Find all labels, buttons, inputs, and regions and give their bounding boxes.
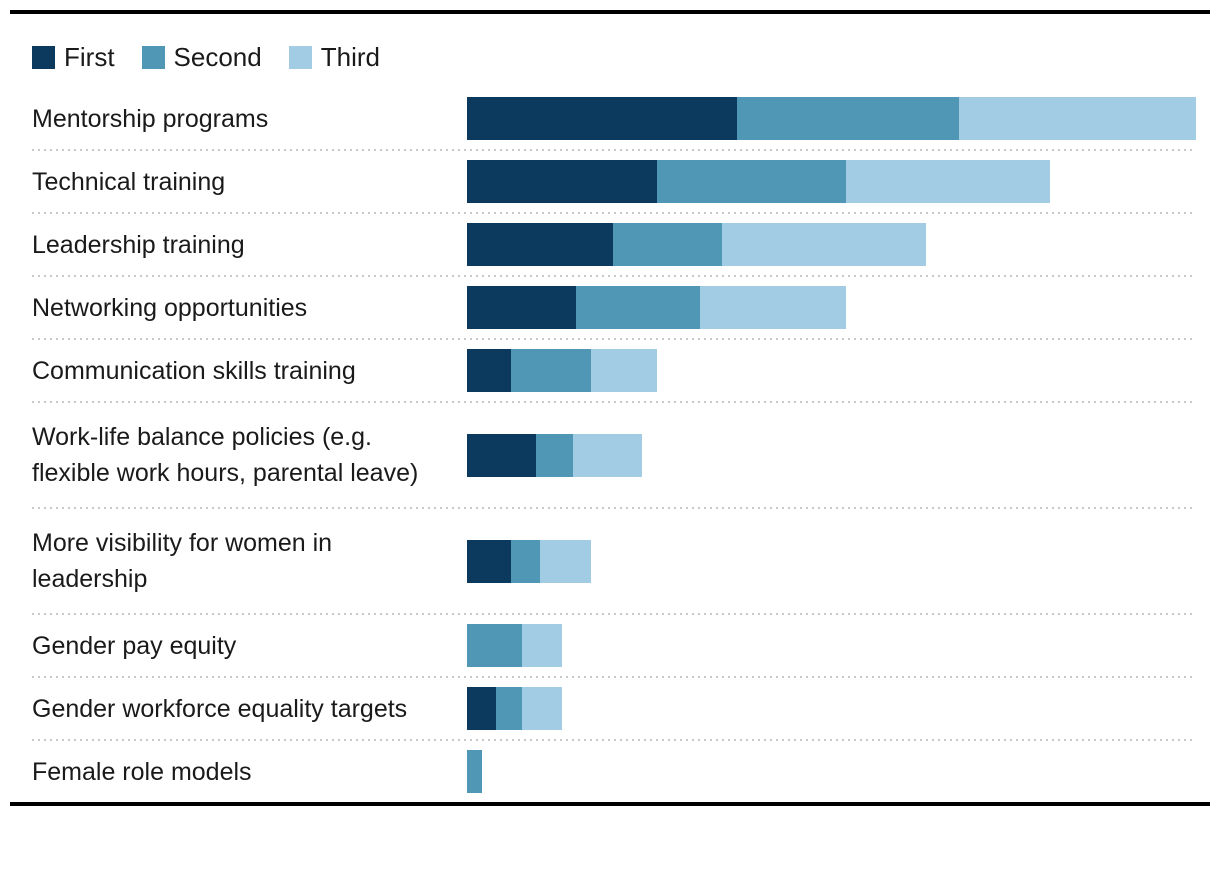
category-label: Female role models [32, 757, 252, 786]
bar-segment-third [959, 97, 1196, 140]
chart-row: More visibility for women in leadership [32, 509, 1196, 613]
bar-segment-third [590, 349, 657, 392]
category-label: Technical training [32, 167, 226, 196]
category-label: Mentorship programs [32, 104, 269, 133]
category-label: Communication skills training [32, 356, 356, 385]
chart-row: Gender workforce equality targets [32, 678, 1196, 739]
chart-row: Leadership training [32, 214, 1196, 275]
chart-row: Female role models [32, 741, 1196, 802]
row-separator [32, 149, 1192, 151]
bar-segment-third [722, 223, 927, 266]
bar-track [467, 624, 1196, 667]
bar-segment-first [467, 539, 511, 583]
chart-row: Technical training [32, 151, 1196, 212]
row-separator [32, 401, 1192, 403]
chart-row: Communication skills training [32, 340, 1196, 401]
bar-track [467, 539, 1196, 583]
row-separator [32, 507, 1192, 509]
legend-label-third: Third [320, 42, 380, 72]
chart-row: Gender pay equity [32, 615, 1196, 676]
bar-track [467, 286, 1196, 329]
bar-track [467, 433, 1196, 477]
bar-segment-third [521, 687, 562, 730]
bar-segment-second [612, 223, 723, 266]
chart-row: Mentorship programs [32, 88, 1196, 149]
bar-track [467, 160, 1196, 203]
bar-segment-third [521, 624, 562, 667]
row-separator [32, 676, 1192, 678]
row-separator [32, 212, 1192, 214]
bottom-rule [10, 802, 1210, 806]
bar-segment-second [496, 687, 522, 730]
top-rule [10, 10, 1210, 14]
bar-segment-second [467, 750, 482, 793]
bar-segment-second [467, 624, 522, 667]
category-label: Work-life balance policies (e.g. flexibl… [32, 423, 419, 487]
legend: First Second Third [32, 44, 1196, 70]
category-label: More visibility for women in leadership [32, 529, 333, 593]
bar-segment-first [467, 223, 613, 266]
legend-item-third: Third [288, 42, 380, 72]
bar-segment-second [510, 349, 591, 392]
bar-segment-second [536, 433, 573, 477]
bar-segment-third [539, 539, 591, 583]
bar-segment-third [700, 286, 847, 329]
chart-row: Networking opportunities [32, 277, 1196, 338]
bar-segment-first [467, 286, 577, 329]
row-separator [32, 275, 1192, 277]
bar-track [467, 223, 1196, 266]
row-separator [32, 338, 1192, 340]
bar-segment-second [510, 539, 540, 583]
bar-segment-first [467, 433, 537, 477]
bar-segment-first [467, 97, 737, 140]
category-label: Gender workforce equality targets [32, 694, 408, 723]
bar-track [467, 750, 1196, 793]
legend-item-first: First [32, 44, 115, 70]
bar-segment-first [467, 160, 657, 203]
legend-swatch-third [288, 45, 312, 69]
bar-segment-second [736, 97, 960, 140]
bar-track [467, 349, 1196, 392]
category-label: Leadership training [32, 230, 245, 259]
bar-segment-third [846, 160, 1051, 203]
legend-item-second: Second [141, 42, 262, 72]
bar-track [467, 687, 1196, 730]
row-separator [32, 613, 1192, 615]
bar-segment-second [656, 160, 847, 203]
bar-segment-second [576, 286, 701, 329]
bar-segment-third [572, 433, 642, 477]
legend-swatch-first [32, 45, 55, 69]
bar-track [467, 97, 1196, 140]
chart-rows: Mentorship programs Technical training Lea… [32, 88, 1196, 802]
bar-segment-first [467, 349, 511, 392]
category-label: Gender pay equity [32, 631, 237, 660]
category-label: Networking opportunities [32, 293, 308, 322]
legend-label-first: First [64, 42, 115, 72]
chart-row: Work-life balance policies (e.g. flexibl… [32, 403, 1196, 507]
legend-label-second: Second [173, 42, 262, 72]
legend-swatch-second [141, 45, 165, 69]
bar-segment-first [467, 687, 497, 730]
row-separator [32, 739, 1192, 741]
